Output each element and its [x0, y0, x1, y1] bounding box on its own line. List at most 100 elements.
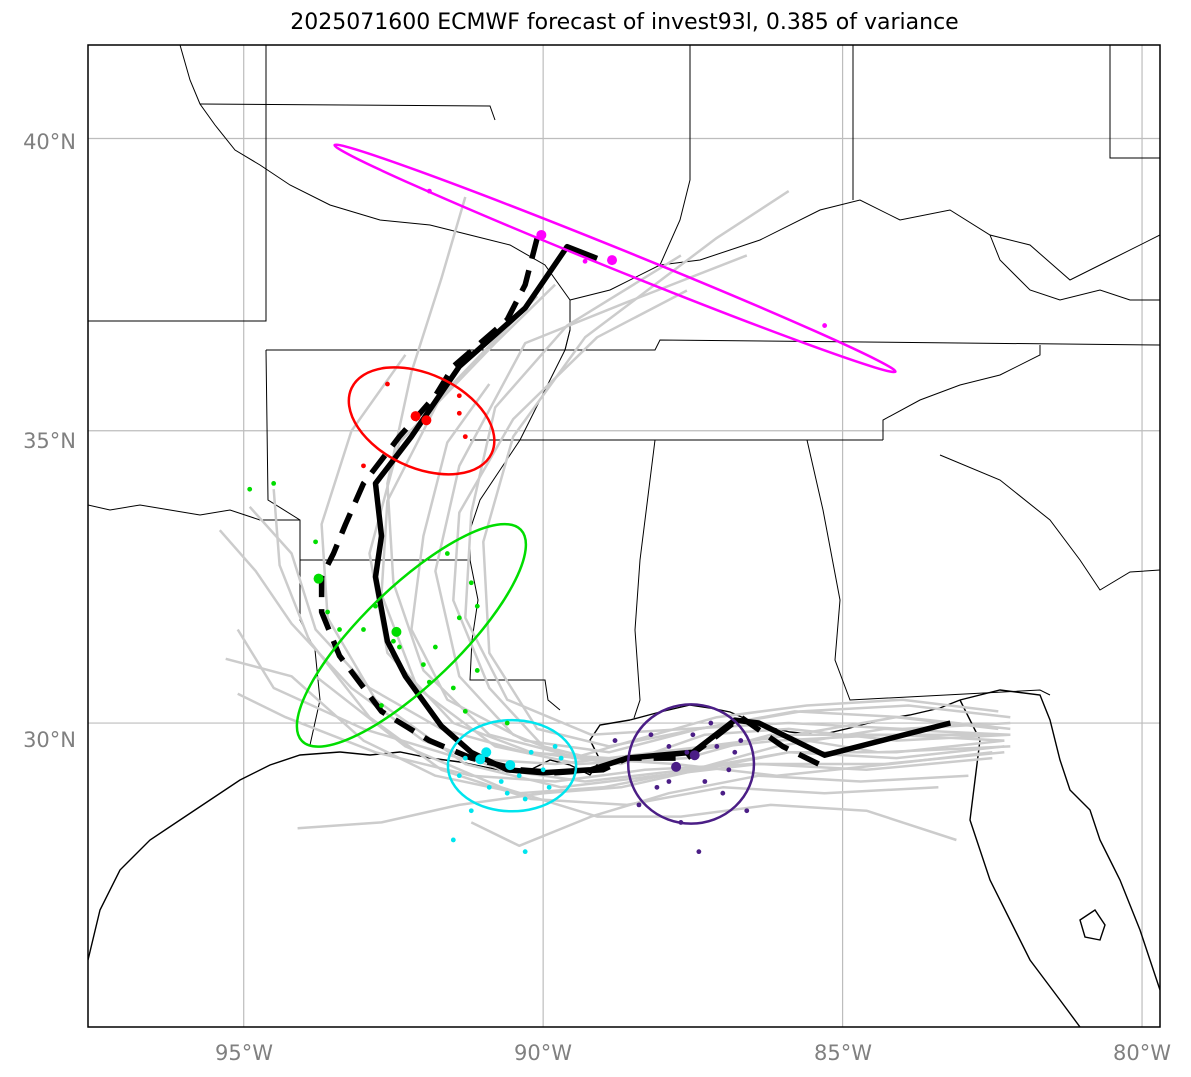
- cluster-member-cyan: [462, 755, 468, 761]
- cluster-member-green: [361, 627, 366, 632]
- cluster-member-green: [456, 615, 462, 621]
- lat-label-30: 30°N: [23, 728, 76, 752]
- cluster-center-red: [421, 415, 432, 426]
- cluster-member-purple: [708, 720, 714, 726]
- lon-label-95w: 95°W: [215, 1041, 273, 1065]
- cluster-member-purple: [678, 820, 684, 825]
- cluster-member-purple: [684, 749, 690, 755]
- cluster-member-purple: [648, 732, 654, 738]
- cluster-member-green: [420, 662, 426, 667]
- border-ky-tn: [565, 339, 1160, 351]
- cluster-center-green: [313, 573, 324, 584]
- ensemble-track: [452, 289, 999, 766]
- cluster-ellipse-cyan: [446, 718, 578, 813]
- cluster-member-red: [456, 410, 462, 416]
- ensemble-track: [482, 190, 1011, 748]
- cluster-ellipse-magenta: [333, 143, 897, 374]
- cluster-member-magenta: [426, 188, 432, 194]
- lon-label-80w: 80°W: [1113, 1041, 1171, 1065]
- ensemble-track: [314, 675, 957, 842]
- cluster-member-magenta: [582, 258, 588, 264]
- cluster-member-cyan: [522, 849, 528, 855]
- cluster-center-purple: [671, 761, 682, 772]
- cluster-member-green: [337, 627, 342, 632]
- cluster-center-cyan: [481, 747, 492, 758]
- cluster-member-green: [325, 609, 330, 615]
- map-title: 2025071600 ECMWF forecast of invest93l, …: [290, 10, 959, 35]
- cluster-center-purple: [689, 750, 700, 761]
- cluster-member-purple: [726, 767, 732, 773]
- cluster-member-purple: [612, 738, 618, 743]
- cluster-member-purple: [714, 744, 720, 749]
- cluster-member-green: [313, 539, 318, 545]
- cluster-member-cyan: [558, 755, 564, 761]
- cluster-member-green: [271, 480, 277, 486]
- cluster-member-cyan: [522, 796, 528, 802]
- cluster-member-purple: [732, 749, 738, 755]
- cluster-center-red: [410, 411, 421, 422]
- cluster-member-purple: [696, 849, 702, 855]
- cluster-member-green: [444, 551, 450, 556]
- cluster-member-red: [385, 381, 390, 387]
- border-tx-ok-red-river: [88, 504, 300, 521]
- border-alabama-georgia: [806, 439, 1051, 701]
- cluster-member-green: [426, 679, 432, 685]
- cluster-member-purple: [666, 779, 672, 784]
- cluster-member-purple: [738, 738, 744, 743]
- cluster-member-cyan: [468, 808, 474, 814]
- ensemble-track: [434, 254, 999, 760]
- cluster-member-green: [450, 685, 456, 691]
- cluster-member-green: [247, 486, 253, 492]
- cluster-member-green: [474, 668, 480, 673]
- ensemble-track: [297, 739, 1005, 830]
- border-oklahoma-arkansas: [265, 349, 301, 560]
- cluster-member-green: [379, 703, 384, 708]
- cluster-ellipse-purple: [626, 703, 756, 825]
- cluster-member-cyan: [456, 773, 462, 779]
- ensemble-track: [386, 196, 993, 777]
- cluster-member-cyan: [498, 779, 504, 784]
- cluster-member-purple: [702, 779, 708, 784]
- cluster-center-cyan: [505, 760, 516, 771]
- ensemble-track: [470, 774, 969, 848]
- cluster-member-cyan: [552, 744, 558, 749]
- cluster-center-magenta: [607, 255, 618, 266]
- cluster-member-green: [504, 720, 510, 726]
- ensemble-track: [320, 354, 993, 789]
- border-mississippi-river-north: [179, 45, 571, 351]
- cluster-member-green: [468, 580, 474, 586]
- cluster-member-purple: [636, 802, 642, 808]
- plot-frame: [87, 44, 1161, 1028]
- florida-big-bend: [959, 689, 1160, 991]
- lat-label-40: 40°N: [23, 130, 76, 154]
- cluster-member-cyan: [450, 837, 456, 843]
- cluster-member-red: [462, 434, 468, 440]
- cluster-member-green: [432, 644, 438, 650]
- cluster-member-purple: [720, 790, 726, 796]
- lat-label-35: 35°N: [23, 429, 76, 453]
- border-ky-wv: [989, 234, 1160, 301]
- border-iowa-missouri: [199, 103, 496, 121]
- cluster-center-green: [391, 626, 402, 637]
- cluster-member-red: [456, 393, 462, 399]
- lon-label-85w: 85°W: [814, 1041, 872, 1065]
- cluster-member-cyan: [516, 773, 522, 779]
- border-louisiana-mississippi: [469, 559, 561, 711]
- cluster-member-green: [474, 603, 480, 609]
- ensemble-track: [248, 505, 1005, 760]
- cluster-member-cyan: [540, 767, 546, 773]
- cluster-ellipses: [247, 143, 897, 855]
- cluster-center-cyan: [475, 754, 486, 765]
- border-pa: [1109, 45, 1160, 159]
- cluster-member-purple: [690, 732, 696, 738]
- border-va-nc: [882, 345, 1041, 440]
- cluster-member-purple: [744, 808, 750, 814]
- cluster-member-cyan: [486, 784, 492, 790]
- cluster-member-magenta: [822, 323, 828, 328]
- ensemble-track: [237, 692, 1005, 783]
- cluster-center-magenta: [536, 229, 547, 240]
- cluster-ellipse-green: [295, 522, 528, 748]
- lake-okeechobee: [1079, 909, 1106, 941]
- ensemble-track: [464, 254, 1011, 736]
